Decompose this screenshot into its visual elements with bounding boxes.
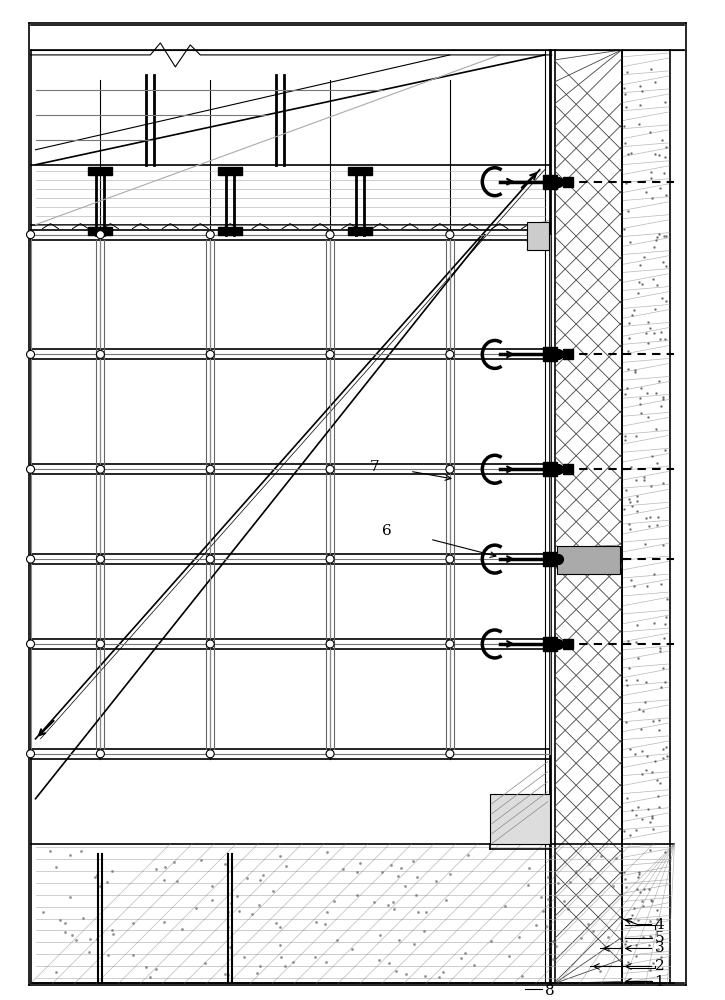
Bar: [88, 167, 112, 175]
Circle shape: [27, 231, 35, 239]
Circle shape: [206, 465, 215, 473]
Bar: [563, 554, 573, 564]
Circle shape: [326, 750, 334, 758]
Bar: [490, 794, 550, 844]
Bar: [527, 222, 549, 250]
Circle shape: [96, 350, 104, 358]
Circle shape: [96, 555, 104, 563]
Circle shape: [446, 750, 454, 758]
Text: 5: 5: [655, 931, 664, 945]
Circle shape: [206, 640, 215, 648]
Text: 4: 4: [655, 918, 664, 932]
Circle shape: [206, 231, 215, 239]
Bar: [563, 349, 573, 359]
Circle shape: [446, 555, 454, 563]
Circle shape: [206, 555, 215, 563]
Circle shape: [206, 350, 215, 358]
Text: 7: 7: [370, 460, 380, 474]
Text: 1: 1: [655, 975, 664, 989]
Bar: [563, 639, 573, 649]
Bar: [557, 546, 620, 574]
Circle shape: [96, 231, 104, 239]
Circle shape: [27, 465, 35, 473]
Circle shape: [326, 350, 334, 358]
Bar: [543, 637, 557, 651]
Bar: [348, 167, 372, 175]
Bar: [348, 227, 372, 235]
Circle shape: [27, 350, 35, 358]
Bar: [218, 227, 242, 235]
Bar: [543, 175, 557, 189]
Circle shape: [326, 465, 334, 473]
Circle shape: [446, 231, 454, 239]
Text: 6: 6: [382, 524, 392, 538]
Bar: [563, 177, 573, 187]
Bar: [218, 167, 242, 175]
Bar: [543, 462, 557, 476]
Bar: [543, 347, 557, 361]
Text: 2: 2: [655, 959, 664, 973]
Bar: [563, 464, 573, 474]
Bar: [88, 227, 112, 235]
Circle shape: [96, 465, 104, 473]
Circle shape: [326, 640, 334, 648]
Bar: [543, 552, 557, 566]
Circle shape: [446, 640, 454, 648]
Text: 8: 8: [544, 984, 555, 998]
Circle shape: [96, 640, 104, 648]
Circle shape: [326, 555, 334, 563]
Circle shape: [27, 555, 35, 563]
Circle shape: [326, 231, 334, 239]
Text: 3: 3: [655, 941, 664, 955]
Circle shape: [27, 640, 35, 648]
Circle shape: [446, 465, 454, 473]
Circle shape: [446, 350, 454, 358]
Circle shape: [96, 750, 104, 758]
Circle shape: [27, 750, 35, 758]
Circle shape: [206, 750, 215, 758]
